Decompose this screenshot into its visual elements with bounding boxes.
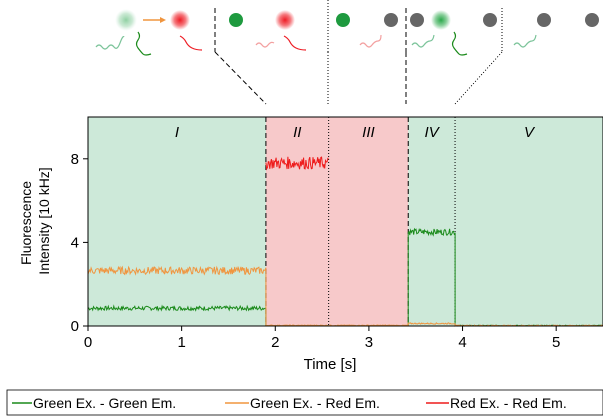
y-tick-label: 4: [71, 234, 79, 251]
legend-label-green-red: Green Ex. - Red Em.: [250, 395, 380, 411]
emission-wave-red-icon: [179, 35, 203, 51]
emission-wave-green-icon: [451, 31, 468, 56]
y-tick-label: 0: [71, 318, 79, 335]
red-dye-glow-icon: [170, 10, 190, 30]
legend: Green Ex. - Green Em. Green Ex. - Red Em…: [6, 389, 603, 416]
state-III: [336, 13, 398, 48]
x-axis-title: Time [s]: [304, 356, 357, 373]
excitation-wave-red-icon: [255, 41, 275, 48]
bleached-dye-icon: [585, 13, 599, 27]
green-dye-soft-icon: [115, 9, 137, 31]
y-axis-title-line-1: Fluorescence: [18, 181, 34, 265]
emission-wave-red-icon: [283, 35, 307, 51]
state-V: [513, 13, 599, 48]
state-II: [229, 10, 307, 51]
state-diagram: [95, 0, 599, 105]
bleached-dye-icon: [384, 13, 398, 27]
x-axis: 0 1 2 3 4 5: [84, 326, 560, 351]
x-tick-label: 2: [271, 334, 279, 351]
excitation-wave-green-icon: [513, 34, 537, 48]
green-dye-icon: [229, 13, 243, 27]
x-tick-label: 1: [177, 334, 185, 351]
excitation-wave-green-icon: [95, 36, 125, 50]
y-axis-title: Fluorescence Intensity [10 kHz]: [18, 167, 52, 274]
x-tick-label: 3: [365, 334, 373, 351]
phase-labels: I II III IV V: [175, 124, 536, 141]
phase-band: [88, 117, 266, 326]
state-IV: [410, 10, 497, 56]
x-tick-label: 5: [552, 334, 560, 351]
phase-label: II: [293, 124, 301, 141]
phase-band: [455, 117, 603, 326]
green-dye-glow-icon: [431, 10, 451, 30]
y-axis-title-line-2: Intensity [10 kHz]: [36, 167, 52, 274]
y-axis: 0 4 8: [71, 151, 88, 335]
phase-band: [265, 117, 329, 326]
bleached-dye-icon: [537, 13, 551, 27]
energy-transfer-arrow-icon: [143, 17, 166, 23]
transition-connector: [214, 51, 267, 105]
legend-label-green-green: Green Ex. - Green Em.: [33, 395, 176, 411]
series-line: [265, 156, 329, 171]
phase-label: IV: [425, 124, 441, 141]
transition-connector: [454, 51, 503, 105]
red-dye-glow-icon: [275, 10, 295, 30]
phase-band: [328, 117, 409, 326]
bleached-dye-icon: [410, 13, 424, 27]
phase-band: [408, 117, 456, 326]
emission-wave-green-icon: [135, 31, 152, 56]
legend-box: [6, 389, 603, 416]
state-I: [95, 9, 203, 56]
x-tick-label: 0: [84, 334, 92, 351]
x-tick-label: 4: [458, 334, 466, 351]
phase-bands: [88, 117, 603, 326]
green-dye-icon: [336, 13, 350, 27]
phase-label: I: [175, 124, 179, 141]
bleached-dye-icon: [483, 13, 497, 27]
excitation-wave-red-icon: [359, 34, 382, 48]
phase-label: III: [362, 124, 375, 141]
excitation-wave-green-icon: [411, 34, 435, 48]
y-tick-label: 8: [71, 151, 79, 168]
plot-frame: [87, 116, 603, 327]
phase-label: V: [524, 124, 536, 141]
legend-label-red-red: Red Ex. - Red Em.: [450, 395, 567, 411]
